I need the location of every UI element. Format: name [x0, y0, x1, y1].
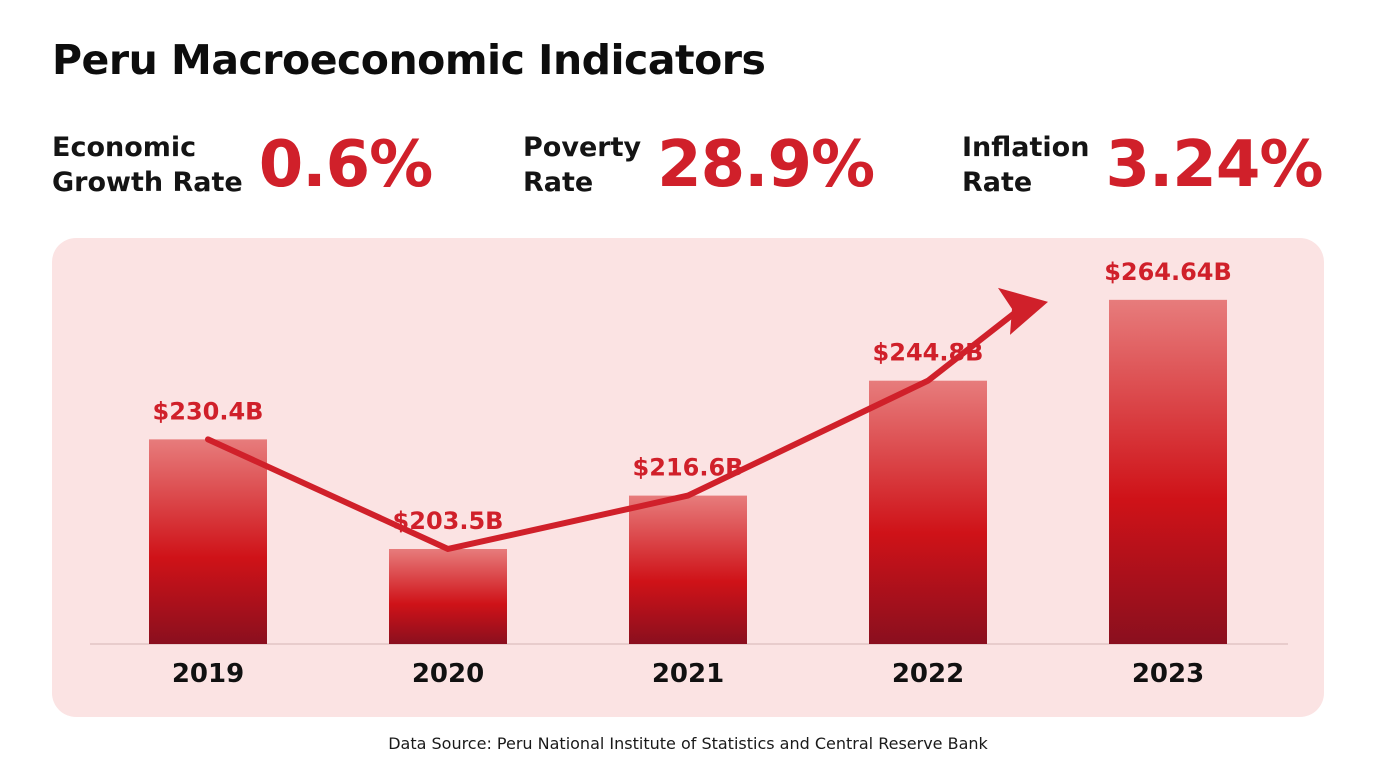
x-tick-label: 2020 [412, 659, 484, 689]
value-label: $230.4B [153, 397, 264, 425]
kpi-value: 28.9% [657, 128, 875, 202]
kpi-value: 0.6% [258, 128, 433, 202]
bar-2022 [869, 380, 987, 644]
kpi-label: Economic Growth Rate [52, 132, 243, 198]
value-label: $264.64B [1104, 258, 1232, 286]
x-tick-label: 2022 [892, 659, 964, 689]
gdp-bar-chart: $230.4B2019$203.5B2020$216.6B2021$244.8B… [90, 258, 1288, 689]
bar-2019 [149, 439, 267, 644]
kpi-label: Poverty Rate [523, 132, 642, 198]
chart-panel: $230.4B 2019 $203.5B 2020 $216.6B 2021 $244.8B… [52, 238, 1324, 717]
kpi-label: Inflation Rate [962, 132, 1090, 198]
data-source: Data Source: Peru National Institute of … [388, 734, 988, 753]
kpi-poverty-rate: Poverty Rate 28.9% [523, 128, 875, 202]
x-tick-label: 2023 [1132, 659, 1204, 689]
bar-2023 [1109, 299, 1227, 644]
kpi-inflation-rate: Inflation Rate 3.24% [962, 128, 1323, 202]
x-tick-label: 2021 [652, 659, 724, 689]
kpi-economic-growth: Economic Growth Rate 0.6% [52, 128, 433, 202]
bar-2020 [389, 548, 507, 644]
trend-arrow-line [205, 305, 1023, 552]
x-tick-label: 2019 [172, 659, 244, 689]
page-title: Peru Macroeconomic Indicators [52, 36, 766, 84]
bar-2021 [629, 495, 747, 644]
trend-arrow-head [998, 287, 1048, 335]
kpi-value: 3.24% [1105, 128, 1323, 202]
